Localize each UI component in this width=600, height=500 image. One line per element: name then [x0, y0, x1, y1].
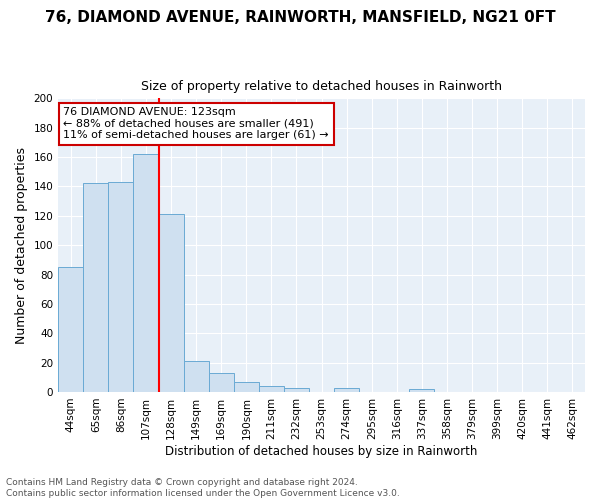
- Y-axis label: Number of detached properties: Number of detached properties: [15, 146, 28, 344]
- Bar: [409, 389, 434, 392]
- Text: 76 DIAMOND AVENUE: 123sqm
← 88% of detached houses are smaller (491)
11% of semi: 76 DIAMOND AVENUE: 123sqm ← 88% of detac…: [64, 107, 329, 140]
- Bar: [158, 214, 184, 392]
- Bar: [334, 388, 359, 392]
- Bar: [284, 388, 309, 392]
- Bar: [184, 361, 209, 392]
- Title: Size of property relative to detached houses in Rainworth: Size of property relative to detached ho…: [141, 80, 502, 93]
- Text: Contains HM Land Registry data © Crown copyright and database right 2024.
Contai: Contains HM Land Registry data © Crown c…: [6, 478, 400, 498]
- X-axis label: Distribution of detached houses by size in Rainworth: Distribution of detached houses by size …: [166, 444, 478, 458]
- Bar: [234, 382, 259, 392]
- Bar: [109, 182, 133, 392]
- Text: 76, DIAMOND AVENUE, RAINWORTH, MANSFIELD, NG21 0FT: 76, DIAMOND AVENUE, RAINWORTH, MANSFIELD…: [44, 10, 556, 25]
- Bar: [259, 386, 284, 392]
- Bar: [209, 373, 234, 392]
- Bar: [58, 267, 83, 392]
- Bar: [83, 184, 109, 392]
- Bar: [133, 154, 158, 392]
